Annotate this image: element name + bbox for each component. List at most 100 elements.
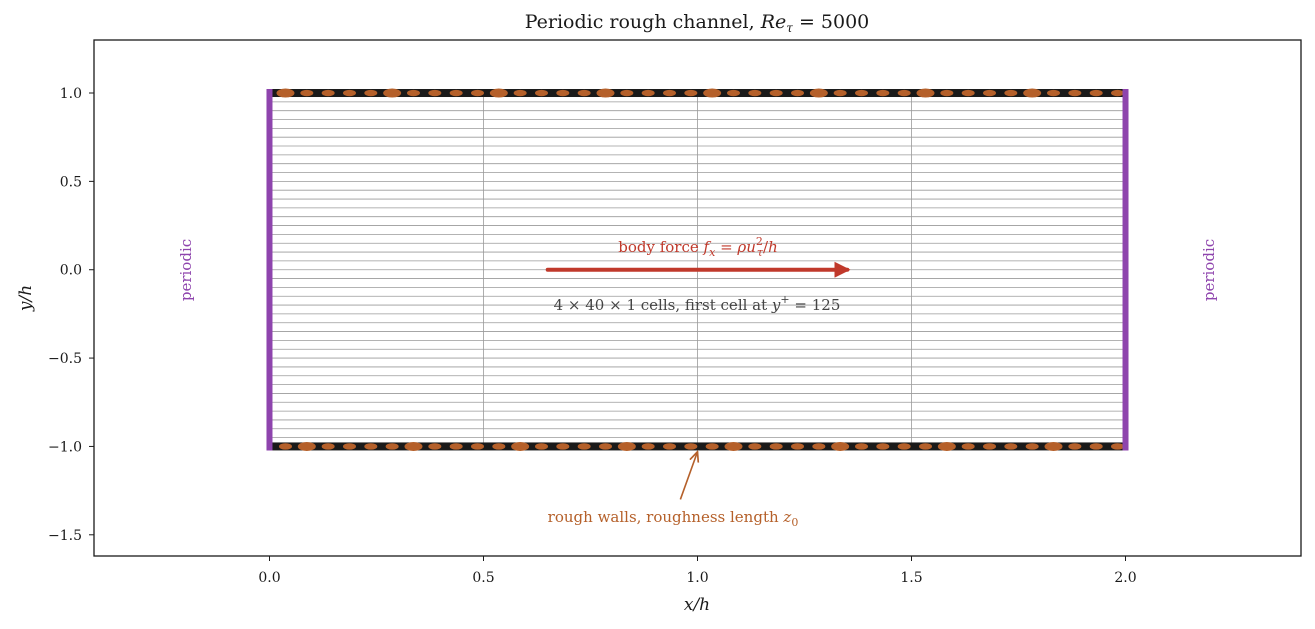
roughness-element — [449, 89, 463, 97]
roughness-element — [748, 443, 762, 450]
roughness-element — [769, 443, 783, 450]
x-tick-label: 2.0 — [1114, 570, 1136, 586]
periodic-boundaries — [266, 89, 1129, 451]
roughness-element — [897, 89, 911, 97]
roughness-element — [428, 89, 442, 97]
roughness-element — [489, 88, 508, 98]
roughness-element — [577, 443, 591, 450]
roughness-element — [855, 89, 869, 97]
y-tick-label: 0.5 — [60, 174, 82, 190]
roughness-element — [596, 88, 615, 98]
roughness-element — [641, 443, 655, 450]
roughness-element — [492, 443, 506, 450]
rough-walls — [269, 88, 1126, 451]
roughness-element — [383, 88, 402, 98]
roughness-element — [617, 441, 636, 451]
roughness-element — [470, 443, 484, 450]
roughness-element — [1047, 89, 1061, 97]
roughness-element — [278, 443, 292, 450]
x-tick-label: 1.5 — [900, 570, 922, 586]
roughness-element — [534, 443, 548, 450]
roughness-element — [684, 89, 698, 97]
roughness-element — [937, 441, 956, 451]
roughness-element — [855, 443, 869, 450]
roughness-element — [364, 89, 378, 97]
bottom-wall — [269, 442, 1126, 451]
roughness-element — [1023, 88, 1042, 98]
roughness-element — [342, 89, 356, 97]
roughness-element — [833, 89, 847, 97]
periodic-right-label: periodic — [1200, 239, 1218, 301]
x-tick-label: 0.5 — [472, 570, 494, 586]
roughness-element — [556, 89, 570, 97]
rough-walls-arrow — [679, 452, 697, 500]
roughness-element — [577, 89, 591, 97]
y-tick-label: 1.0 — [60, 86, 82, 102]
roughness-element — [662, 443, 676, 450]
y-tick-label: 0.0 — [60, 263, 82, 279]
body-force-label: body force fx = ρu2 τ/h — [618, 235, 777, 259]
top-wall — [269, 89, 1126, 98]
roughness-element — [876, 89, 890, 97]
roughness-element — [449, 443, 463, 450]
roughness-element — [791, 443, 805, 450]
roughness-element — [1025, 443, 1039, 450]
roughness-element — [534, 89, 548, 97]
roughness-element — [1111, 443, 1125, 450]
roughness-element — [748, 89, 762, 97]
roughness-element — [385, 443, 399, 450]
roughness-element — [809, 88, 828, 98]
roughness-element — [1044, 441, 1063, 451]
x-tick-label: 0.0 — [258, 570, 280, 586]
cells-label: 4 × 40 × 1 cells, first cell at y+ = 125 — [554, 293, 841, 314]
y-tick-label: −1.5 — [48, 528, 82, 544]
roughness-element — [404, 441, 423, 451]
periodic-left-label: periodic — [177, 239, 195, 301]
roughness-element — [916, 88, 935, 98]
roughness-element — [1068, 443, 1082, 450]
roughness-element — [297, 441, 316, 451]
roughness-element — [364, 443, 378, 450]
roughness-element — [342, 443, 356, 450]
x-tick-label: 1.0 — [686, 570, 708, 586]
roughness-element — [812, 443, 826, 450]
x-axis-label: x/h — [684, 595, 710, 615]
roughness-element — [919, 443, 933, 450]
roughness-element — [940, 89, 954, 97]
roughness-element — [897, 443, 911, 450]
roughness-element — [961, 443, 975, 450]
roughness-element — [641, 89, 655, 97]
roughness-element — [321, 89, 335, 97]
rough-walls-label: rough walls, roughness length z0 — [548, 508, 799, 529]
roughness-element — [556, 443, 570, 450]
roughness-element — [321, 443, 335, 450]
roughness-element — [428, 443, 442, 450]
roughness-element — [769, 89, 783, 97]
roughness-element — [276, 88, 295, 98]
y-axis-ticks: −1.5 −1.0 −0.5 0.0 0.5 1.0 — [48, 86, 94, 544]
roughness-element — [727, 89, 741, 97]
roughness-element — [983, 443, 997, 450]
roughness-element — [876, 443, 890, 450]
y-tick-label: −0.5 — [48, 351, 82, 367]
roughness-element — [470, 89, 484, 97]
roughness-element — [598, 443, 612, 450]
roughness-element — [1068, 89, 1082, 97]
roughness-element — [1089, 443, 1103, 450]
roughness-element — [703, 88, 722, 98]
roughness-element — [1004, 89, 1018, 97]
mesh-grid — [269, 93, 1126, 447]
roughness-element — [300, 89, 314, 97]
plot-title: Periodic rough channel, Reτ = 5000 — [525, 11, 870, 35]
roughness-element — [406, 89, 420, 97]
roughness-element — [1004, 443, 1018, 450]
roughness-element — [831, 441, 850, 451]
roughness-element — [705, 443, 719, 450]
roughness-element — [620, 89, 634, 97]
roughness-element — [662, 89, 676, 97]
roughness-element — [684, 443, 698, 450]
roughness-element — [724, 441, 743, 451]
roughness-element — [511, 441, 530, 451]
y-tick-label: −1.0 — [48, 439, 82, 455]
